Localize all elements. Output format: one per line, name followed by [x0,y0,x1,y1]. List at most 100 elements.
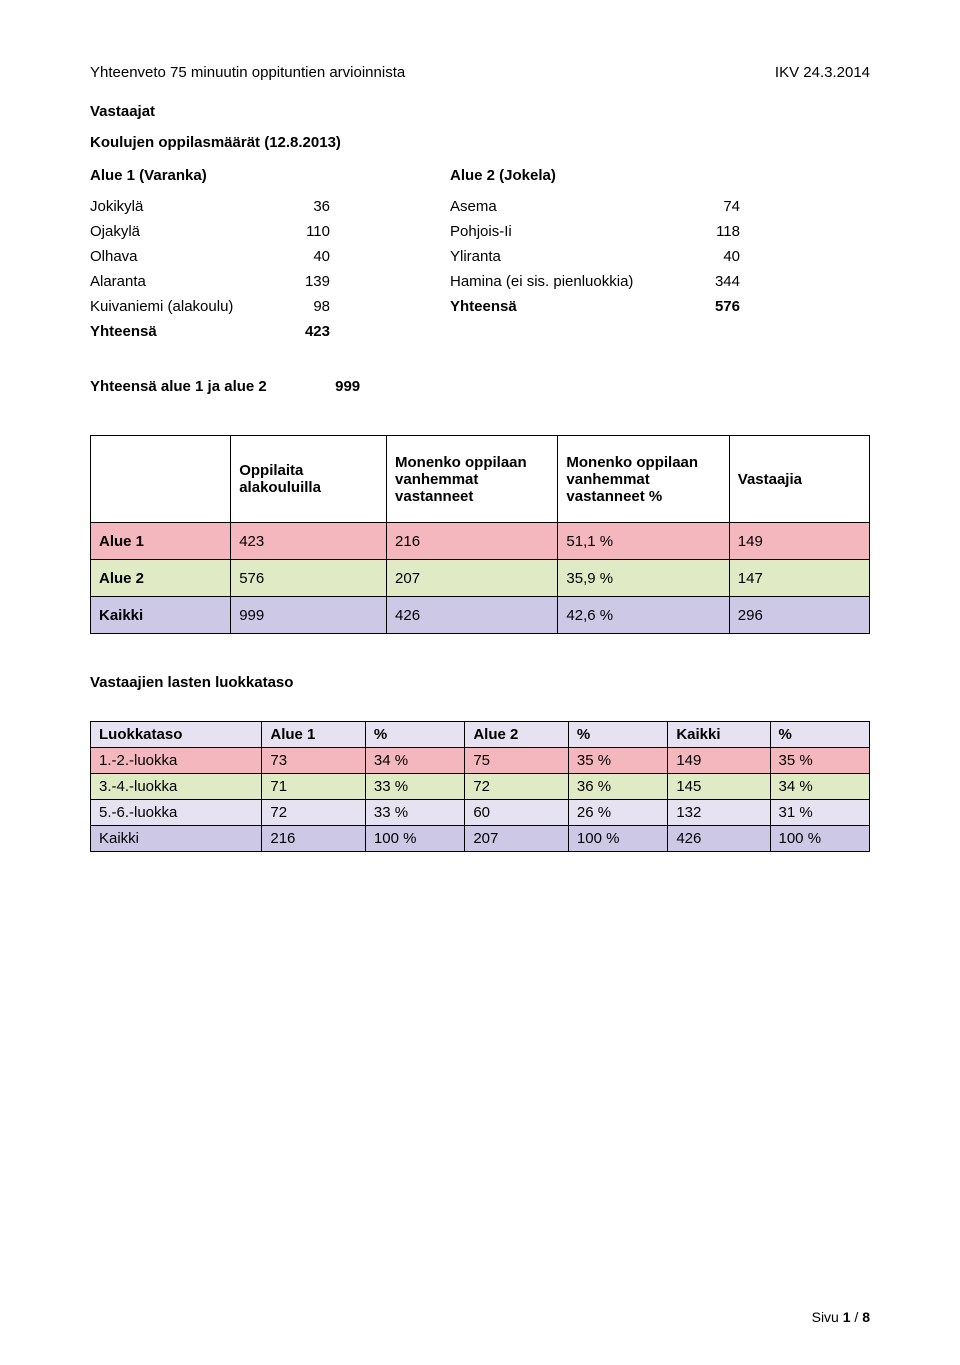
area1-value: 98 [313,298,330,315]
th-oppilaita: Oppilaita alakouluilla [231,436,387,523]
area1-total-label: Yhteensä [90,323,157,340]
area2-value: 40 [723,248,740,265]
area1-total: Yhteensä 423 [90,323,330,340]
areas: Alue 1 (Varanka) Jokikylä 36 Ojakylä 110 Olh… [90,167,870,348]
area2-total-value: 576 [715,298,740,315]
th-vastanneet-pct: Monenko oppilaan vanhemmat vastanneet % [558,436,729,523]
section-title-vastaajat: Vastaajat [90,103,870,120]
table-cell: 423 [231,523,387,560]
table-cell: 100 % [365,826,464,852]
page: Yhteenveto 75 minuutin oppituntien arvio… [0,0,960,1365]
table-cell: 42,6 % [558,597,729,634]
area1-label: Alaranta [90,273,146,290]
table-cell: 34 % [770,774,870,800]
table-cell: 145 [668,774,770,800]
table-cell: Kaikki [91,826,262,852]
area2-total: Yhteensä 576 [450,298,740,315]
area1-title: Alue 1 (Varanka) [90,167,330,184]
header: Yhteenveto 75 minuutin oppituntien arvio… [90,64,870,81]
area2-label: Yliranta [450,248,501,265]
area2-value: 118 [716,223,740,240]
area1-row: Ojakylä 110 [90,223,330,240]
table-cell: Alue 1 [91,523,231,560]
table-cell: 149 [668,748,770,774]
table-cell: 5.-6.-luokka [91,800,262,826]
th-blank [91,436,231,523]
table-cell: 71 [262,774,366,800]
footer-of: 8 [862,1309,870,1325]
table-cell: 149 [729,523,869,560]
area2-label: Hamina (ei sis. pienluokkia) [450,273,633,290]
grade-table: Luokkataso Alue 1 % Alue 2 % Kaikki % 1.… [90,721,870,852]
area1-row: Alaranta 139 [90,273,330,290]
table-cell: 33 % [365,800,464,826]
area2-total-label: Yhteensä [450,298,517,315]
area1-total-value: 423 [305,323,330,340]
area1-row: Olhava40 [90,248,330,265]
table-cell: 73 [262,748,366,774]
table-row: 1.-2.-luokka7334 %7535 %14935 % [91,748,870,774]
area2-value: 74 [723,198,740,215]
table-cell: 31 % [770,800,870,826]
th-vastanneet: Monenko oppilaan vanhemmat vastanneet [387,436,558,523]
footer-page: 1 [843,1309,851,1325]
table-cell: 426 [387,597,558,634]
area2-title: Alue 2 (Jokela) [450,167,740,184]
table-cell: 100 % [568,826,667,852]
footer-label: Sivu [812,1309,839,1325]
table-cell: 999 [231,597,387,634]
grand-total-label: Yhteensä alue 1 ja alue 2 [90,378,267,395]
table-cell: 132 [668,800,770,826]
table-cell: 60 [465,800,569,826]
area1-value: 139 [305,273,330,290]
area1-label: Ojakylä [90,223,140,240]
area1-column: Alue 1 (Varanka) Jokikylä 36 Ojakylä 110 Olh… [90,167,330,348]
table-cell: 72 [262,800,366,826]
table-cell: 3.-4.-luokka [91,774,262,800]
table-cell: 26 % [568,800,667,826]
table-cell: 216 [262,826,366,852]
subtitle-oppilasmaarat: Koulujen oppilasmäärät (12.8.2013) [90,134,870,151]
th-luokkataso: Luokkataso [91,722,262,748]
area1-label: Olhava [90,248,138,265]
table-cell: 207 [465,826,569,852]
table-row: Kaikki216100 %207100 %426100 % [91,826,870,852]
table-cell: 75 [465,748,569,774]
area1-value: 36 [313,198,330,215]
response-table: Oppilaita alakouluilla Monenko oppilaan … [90,435,870,634]
area2-label: Pohjois-Ii [450,223,512,240]
table-row: Kaikki99942642,6 %296 [91,597,870,634]
table-cell: 72 [465,774,569,800]
table-cell: 100 % [770,826,870,852]
area2-column: Alue 2 (Jokela) Asema 74 Pohjois-Ii 118 Ylir… [450,167,740,348]
th-alue1: Alue 1 [262,722,366,748]
area1-label: Kuivaniemi (alakoulu) [90,298,233,315]
area2-row: Hamina (ei sis. pienluokkia) 344 [450,273,740,290]
area1-label: Jokikylä [90,198,143,215]
table-row: 5.-6.-luokka7233 %6026 %13231 % [91,800,870,826]
table-cell: 34 % [365,748,464,774]
doc-date: IKV 24.3.2014 [775,64,870,81]
area2-row: Pohjois-Ii 118 [450,223,740,240]
table-cell: 207 [387,560,558,597]
area2-row: Asema 74 [450,198,740,215]
table-row: Alue 257620735,9 %147 [91,560,870,597]
area2-label: Asema [450,198,497,215]
table-cell: 35 % [568,748,667,774]
grand-total-value: 999 [335,378,360,395]
table-cell: 51,1 % [558,523,729,560]
table-cell: Alue 2 [91,560,231,597]
table-cell: 35 % [770,748,870,774]
table-row: Alue 142321651,1 %149 [91,523,870,560]
table-cell: 576 [231,560,387,597]
area2-row: Yliranta 40 [450,248,740,265]
area2-value: 344 [715,273,740,290]
table-cell: 35,9 % [558,560,729,597]
table-cell: 33 % [365,774,464,800]
table-cell: 216 [387,523,558,560]
table-cell: 36 % [568,774,667,800]
table-cell: 426 [668,826,770,852]
th-alue2: Alue 2 [465,722,569,748]
area1-value: 110 [306,223,330,240]
doc-title: Yhteenveto 75 minuutin oppituntien arvio… [90,64,405,81]
